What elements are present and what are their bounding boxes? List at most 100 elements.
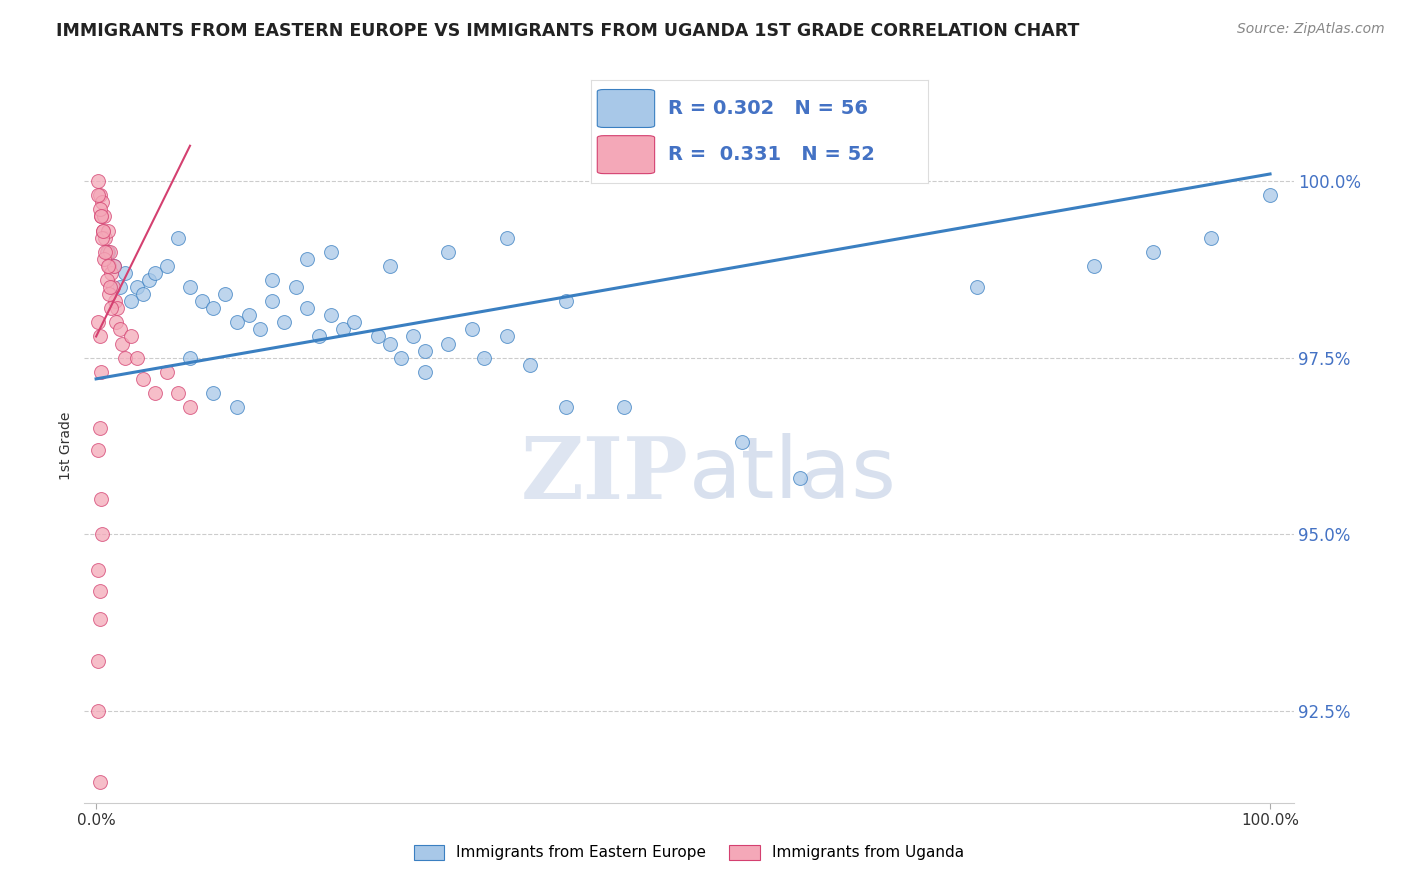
Point — [94, 244, 117, 259]
Point — [90, 210, 112, 224]
Point — [402, 329, 425, 343]
Point — [1201, 230, 1223, 244]
Point — [108, 322, 131, 336]
Y-axis label: 1st Grade: 1st Grade — [59, 412, 73, 480]
Point — [378, 259, 401, 273]
Point — [214, 287, 236, 301]
Point — [297, 252, 319, 266]
Point — [143, 266, 166, 280]
Point — [96, 273, 118, 287]
Point — [87, 315, 110, 329]
Point — [91, 230, 114, 244]
Point — [789, 471, 811, 485]
Point — [120, 329, 142, 343]
Point — [120, 294, 142, 309]
Point — [89, 202, 111, 217]
Text: ZIP: ZIP — [522, 433, 689, 516]
Point — [226, 400, 249, 414]
Point — [461, 322, 484, 336]
Point — [96, 244, 118, 259]
Point — [132, 372, 155, 386]
Point — [273, 315, 295, 329]
Point — [1258, 188, 1281, 202]
Point — [89, 188, 111, 202]
Point — [90, 491, 112, 506]
Point — [966, 280, 988, 294]
Point — [90, 365, 112, 379]
Point — [104, 294, 127, 309]
Point — [98, 280, 121, 294]
Point — [332, 322, 354, 336]
Point — [89, 612, 111, 626]
Point — [202, 301, 225, 316]
Point — [97, 259, 120, 273]
Text: atlas: atlas — [689, 433, 897, 516]
Point — [731, 435, 754, 450]
Point — [87, 442, 110, 457]
Point — [98, 259, 121, 273]
Point — [389, 351, 412, 365]
Point — [90, 210, 112, 224]
Point — [91, 195, 114, 210]
Point — [100, 266, 122, 280]
Point — [87, 655, 110, 669]
Point — [101, 280, 124, 294]
Point — [98, 287, 121, 301]
Point — [114, 266, 136, 280]
Point — [103, 259, 125, 273]
Point — [155, 259, 177, 273]
Point — [1142, 244, 1164, 259]
Point — [496, 230, 519, 244]
Point — [249, 322, 271, 336]
Text: R = 0.302   N = 56: R = 0.302 N = 56 — [668, 99, 868, 118]
Point — [155, 365, 177, 379]
Text: Source: ZipAtlas.com: Source: ZipAtlas.com — [1237, 22, 1385, 37]
Point — [308, 329, 330, 343]
Point — [105, 315, 128, 329]
Point — [319, 308, 342, 322]
Point — [343, 315, 366, 329]
Point — [98, 244, 121, 259]
Point — [319, 244, 342, 259]
Point — [100, 301, 122, 316]
Point — [496, 329, 519, 343]
Point — [89, 583, 111, 598]
Point — [226, 315, 249, 329]
Point — [613, 400, 636, 414]
Point — [554, 294, 576, 309]
Point — [87, 704, 110, 718]
Point — [127, 280, 149, 294]
Point — [91, 223, 114, 237]
Point — [138, 273, 160, 287]
Point — [111, 336, 134, 351]
Point — [94, 230, 117, 244]
Point — [91, 527, 114, 541]
Point — [103, 259, 125, 273]
Point — [1083, 259, 1105, 273]
Point — [87, 188, 110, 202]
Point — [367, 329, 389, 343]
Point — [97, 223, 120, 237]
Point — [262, 273, 284, 287]
Point — [108, 280, 131, 294]
Point — [378, 336, 401, 351]
Point — [179, 400, 201, 414]
Point — [554, 400, 576, 414]
Point — [114, 351, 136, 365]
Point — [202, 386, 225, 401]
Point — [472, 351, 495, 365]
Point — [437, 244, 460, 259]
Point — [297, 301, 319, 316]
Text: R =  0.331   N = 52: R = 0.331 N = 52 — [668, 145, 875, 164]
FancyBboxPatch shape — [598, 89, 655, 128]
Point — [91, 223, 114, 237]
Point — [105, 301, 128, 316]
Point — [413, 343, 436, 358]
Point — [437, 336, 460, 351]
Point — [87, 563, 110, 577]
Point — [284, 280, 307, 294]
Point — [413, 365, 436, 379]
Point — [87, 174, 110, 188]
Point — [167, 230, 190, 244]
Point — [190, 294, 212, 309]
